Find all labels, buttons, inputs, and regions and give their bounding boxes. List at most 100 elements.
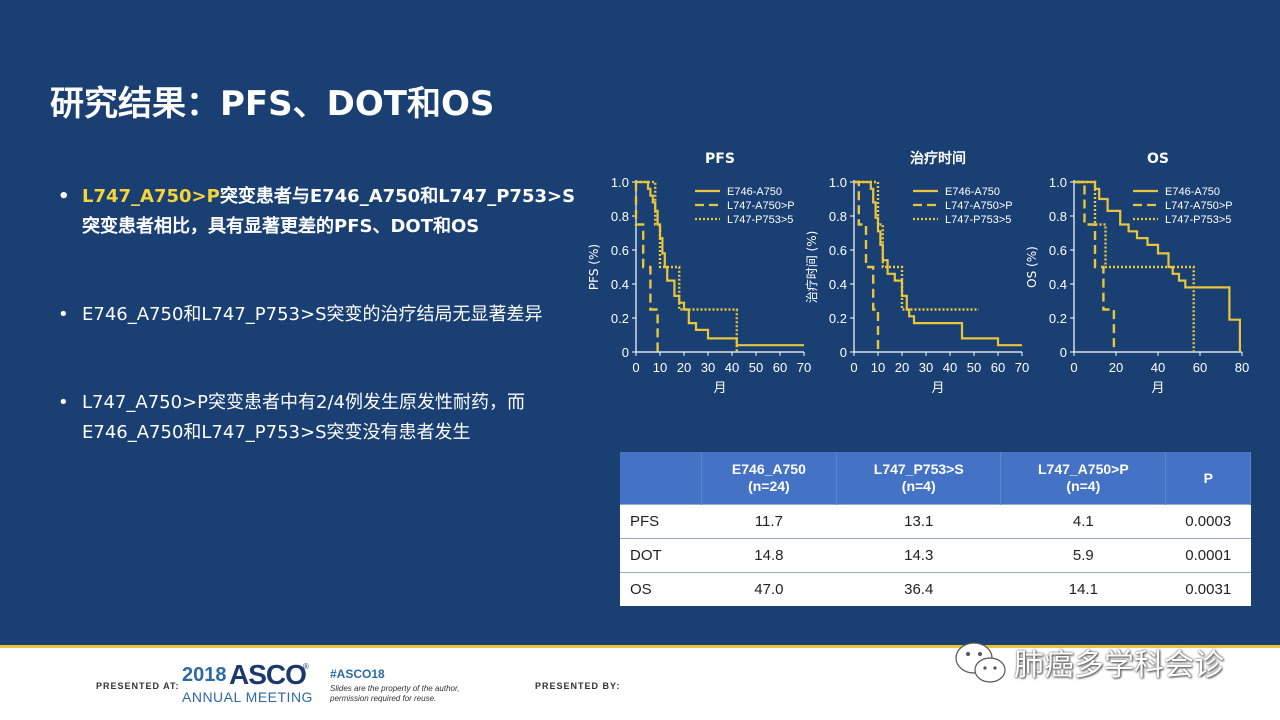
legend-label: E746-A750 (945, 186, 1000, 198)
legend-label: L747-P753>5 (727, 214, 793, 226)
bullet-item: • L747_A750>P突变患者中有2/4例发生原发性耐药，而E746_A75… (58, 388, 578, 448)
bullet-list: • L747_A750>P突变患者与E746_A750和L747_P753>S突… (58, 182, 578, 448)
x-tick-label: 10 (653, 360, 667, 375)
x-tick-label: 0 (850, 360, 857, 375)
series-line-dotted (854, 180, 979, 311)
series-line-solid (854, 180, 1022, 347)
asco-logo-year: 2018 (182, 664, 227, 686)
x-axis-label: 月 (931, 381, 944, 396)
table-cell: 0.0001 (1165, 538, 1251, 573)
x-tick-label: 20 (1109, 360, 1123, 375)
x-tick-label: 40 (725, 360, 739, 375)
table-row: OS 47.0 36.4 14.1 0.0031 (620, 572, 1251, 606)
x-tick-label: 60 (773, 360, 787, 375)
legend-label: L747-P753>5 (945, 214, 1011, 226)
table-header-cell: L747_P753>S (n=4) (836, 452, 1002, 505)
table-cell: 47.0 (701, 572, 837, 606)
table-cell: 5.9 (1000, 538, 1166, 573)
chart-title: PFS (705, 151, 735, 167)
table-cell: 14.3 (836, 538, 1001, 573)
presented-at-label: PRESENTED AT: (96, 681, 180, 691)
series-line-dashed (854, 180, 880, 352)
pfs-chart-svg: PFS 0 0.2 0.4 0.6 0.8 1.0 0 10 20 30 40 50 60 70 月 PFS (… (587, 151, 811, 396)
y-tick-label: 0.6 (829, 243, 847, 258)
table-cell: 0.0031 (1165, 572, 1251, 606)
x-tick-label: 20 (677, 360, 691, 375)
x-tick-label: 30 (701, 360, 715, 375)
table-cell: PFS (620, 504, 701, 539)
series-line-dotted (1074, 180, 1195, 352)
bullet-highlight: L747_A750>P (82, 186, 220, 207)
bullet-dot: • (58, 392, 69, 413)
table-row: PFS 11.7 13.1 4.1 0.0003 (620, 504, 1251, 539)
watermark-text: 肺癌多学科会诊 (1014, 648, 1224, 683)
y-tick-label: 1.0 (611, 175, 629, 190)
bullet-text: E746_A750和L747_P753>S突变的治疗结局无显著差异 (82, 304, 543, 325)
wechat-icon (955, 642, 1006, 683)
y-tick-label: 0.6 (1049, 243, 1067, 258)
series-line-dashed (634, 182, 659, 352)
x-tick-label: 60 (991, 360, 1005, 375)
x-tick-label: 10 (871, 360, 885, 375)
os-chart: OS 0 0.2 0.4 0.6 0.8 1.0 0 20 40 60 80 月 OS (%) E746-A… (1020, 140, 1250, 410)
y-tick-label: 0 (840, 345, 847, 360)
results-table-grid: E746_A750 (n=24) L747_P753>S (n=4) L747_A7… (620, 452, 1251, 606)
results-table: E746_A750 (n=24) L747_P753>S (n=4) L747_A7… (620, 452, 1251, 606)
bullet-dot: • (58, 304, 69, 325)
x-tick-label: 40 (943, 360, 957, 375)
y-axis-label: PFS (%) (587, 244, 601, 290)
x-tick-label: 40 (1151, 360, 1165, 375)
table-cell: OS (620, 572, 701, 606)
presented-by-label: PRESENTED BY: (535, 681, 621, 691)
y-tick-label: 1.0 (829, 175, 847, 190)
x-axis-label: 月 (1151, 381, 1164, 396)
watermark: 肺癌多学科会诊 (948, 636, 1248, 688)
footer: PRESENTED AT: 2018 ASCO ® ANNUAL MEETING… (0, 648, 1280, 720)
y-tick-label: 0.4 (829, 277, 847, 292)
table-cell: 0.0003 (1165, 504, 1251, 539)
table-cell: 14.1 (1000, 572, 1166, 606)
footer-divider (0, 645, 1280, 648)
y-tick-label: 0.4 (611, 277, 629, 292)
table-cell: 11.7 (701, 504, 837, 539)
x-tick-label: 50 (967, 360, 981, 375)
table-header-cell: P (1165, 452, 1251, 505)
y-tick-label: 0.2 (1049, 311, 1067, 326)
legend-label: L747-A750>P (1165, 200, 1233, 212)
y-axis-label: 治疗时间 (%) (805, 231, 819, 304)
slide-background: 研究结果：PFS、DOT和OS • L747_A750>P突变患者与E746_A… (0, 0, 1280, 645)
x-tick-label: 0 (632, 360, 639, 375)
series-line-dashed (1074, 180, 1116, 352)
y-axis-label: OS (%) (1025, 246, 1039, 288)
y-tick-label: 1.0 (1049, 175, 1067, 190)
series-line-solid (1074, 180, 1241, 352)
legend-label: E746-A750 (727, 186, 782, 198)
legend-label: L747-P753>5 (1165, 214, 1231, 226)
table-header-row: E746_A750 (n=24) L747_P753>S (n=4) L747_A7… (620, 452, 1251, 505)
table-cell: 36.4 (836, 572, 1001, 606)
table-cell: 4.1 (1000, 504, 1166, 539)
x-tick-label: 0 (1070, 360, 1077, 375)
y-tick-label: 0.4 (1049, 277, 1067, 292)
table-cell: DOT (620, 538, 701, 573)
chart-title: 治疗时间 (910, 150, 966, 167)
table-row: DOT 14.8 14.3 5.9 0.0001 (620, 538, 1251, 573)
table-cell: 14.8 (701, 538, 837, 573)
table-header-cell: E746_A750 (n=24) (701, 452, 838, 505)
y-tick-label: 0.8 (611, 209, 629, 224)
y-tick-label: 0.8 (1049, 209, 1067, 224)
x-tick-label: 50 (749, 360, 763, 375)
asco-hashtag: #ASCO18 (330, 667, 385, 681)
bullet-text: L747_A750>P突变患者中有2/4例发生原发性耐药，而E746_A750和… (82, 392, 525, 443)
x-tick-label: 70 (1015, 360, 1029, 375)
table-header-cell (620, 452, 702, 505)
bullet-text: 突变患者与E746_A750和L747_P753>S突变患者相比，具有显著更差的… (82, 186, 576, 237)
y-tick-label: 0.2 (611, 311, 629, 326)
legend-label: L747-A750>P (945, 200, 1013, 212)
x-tick-label: 80 (1235, 360, 1249, 375)
x-tick-label: 30 (919, 360, 933, 375)
legend-label: L747-A750>P (727, 200, 795, 212)
asco-copyright-note: Slides are the property of the author, p… (330, 684, 460, 703)
asco-logo-meeting: ANNUAL MEETING (182, 689, 313, 705)
y-tick-label: 0.8 (829, 209, 847, 224)
